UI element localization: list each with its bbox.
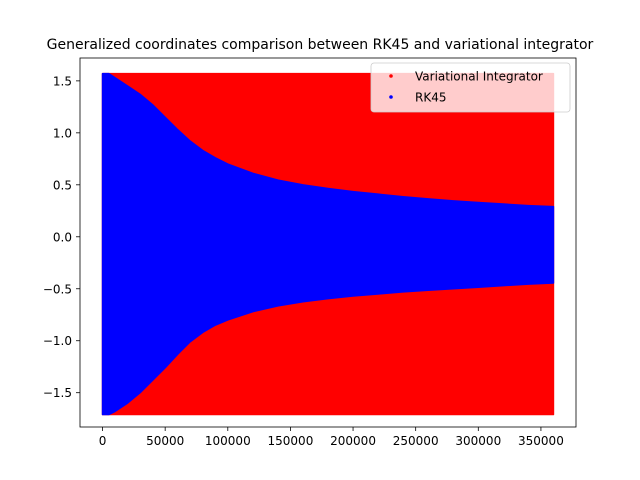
series-layer (101, 72, 555, 416)
plot-frame (79, 57, 577, 428)
legend-label-2: RK45 (415, 91, 446, 105)
x-tick-label: 50000 (146, 434, 184, 448)
x-tick-label: 150000 (268, 434, 314, 448)
y-axis: 1.5 1.0 0.5 0.0 −0.5 −1.0 −1.5 (43, 74, 80, 400)
legend: Variational Integrator RK45 (370, 62, 571, 113)
y-tick-label: −1.0 (43, 334, 72, 348)
x-tick-label: 350000 (518, 434, 564, 448)
x-tick-label: 250000 (393, 434, 439, 448)
x-axis: 0 50000 100000 150000 200000 250000 300000 3500… (99, 427, 564, 448)
legend-label-1: Variational Integrator (415, 70, 543, 84)
y-tick-label: −0.5 (43, 282, 72, 296)
x-tick-label: 300000 (455, 434, 501, 448)
x-tick-label: 0 (99, 434, 107, 448)
y-tick-label: 0.5 (53, 178, 72, 192)
y-tick-label: 1.0 (53, 126, 72, 140)
legend-marker-2 (389, 95, 393, 99)
x-tick-label: 200000 (330, 434, 376, 448)
y-tick-label: −1.5 (43, 386, 72, 400)
chart-title: Generalized coordinates comparison betwe… (47, 37, 594, 53)
legend-marker-1 (389, 74, 393, 78)
y-tick-label: 0.0 (53, 230, 72, 244)
y-tick-label: 1.5 (53, 74, 72, 88)
legend-box (370, 62, 571, 113)
series-2-band (101, 72, 555, 416)
x-tick-label: 100000 (205, 434, 251, 448)
